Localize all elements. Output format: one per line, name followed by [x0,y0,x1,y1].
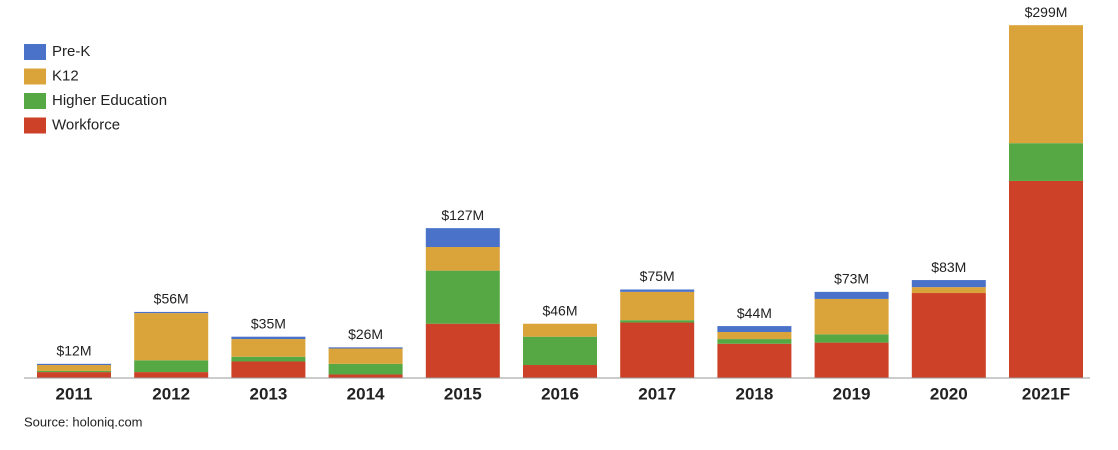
bar-segment [717,326,792,332]
legend-swatch [24,44,46,60]
bar-segment [814,334,889,343]
x-tick-label: 2019 [833,384,871,403]
bar-segment [425,247,500,271]
bar-segment [134,360,209,373]
bar-segment [911,293,986,378]
bar-segment [134,372,209,378]
x-tick-label: 2014 [347,384,385,403]
x-tick-label: 2017 [638,384,676,403]
bar-segment [328,374,403,378]
total-label: $75M [640,268,675,284]
bar-segment [37,370,111,373]
total-label: $83M [931,259,966,275]
bar-segment [134,311,209,314]
x-tick-label: 2012 [152,384,190,403]
bar-segment [814,298,889,335]
bar-segment [523,365,597,378]
bar-segment [911,280,986,288]
bar-segment [134,313,209,361]
total-label: $26M [348,326,383,342]
bar-segment [814,291,889,299]
total-label: $46M [542,302,577,318]
legend-swatch [24,68,46,85]
legend-label: K12 [52,67,79,84]
total-label: $56M [154,291,189,307]
x-tick-label: 2015 [444,384,482,403]
bar-segment [328,363,403,375]
x-tick-label: 2020 [930,384,968,403]
bar-segment [1009,180,1083,378]
bar-segment [425,270,500,324]
bar-segment [37,365,111,371]
bar-segment [1009,143,1083,181]
bar-segment [328,348,403,364]
bar-segment [523,336,597,366]
bar-segment [717,343,792,378]
bar-segment [425,323,500,378]
bar-segment [425,228,500,248]
bar-segment [1009,25,1083,144]
bar-segment [911,287,986,294]
legend-swatch [24,117,46,134]
x-tick-label: 2021F [1022,384,1070,403]
bar-segment [37,372,111,378]
bar-segment [523,323,597,337]
source: Source: holoniq.com [24,414,143,429]
bar-segment [814,342,889,378]
total-label: $73M [834,271,869,287]
total-label: $12M [56,343,91,359]
bar-segment [620,320,695,323]
bar-segment [717,331,792,340]
total-label: $35M [251,315,286,331]
bar-segment [717,339,792,344]
x-tick-label: 2018 [735,384,773,403]
total-label: $127M [441,207,484,223]
bar-segment [231,339,306,357]
legend-label: Pre-K [52,43,90,60]
bar-segment [620,289,695,292]
legend-label: Higher Education [52,92,167,109]
total-label: $299M [1025,4,1068,20]
bar-segment [620,322,695,378]
bar-segment [231,356,306,362]
bar-segment [231,361,306,378]
x-tick-label: 2011 [56,384,93,403]
bar-segment [328,347,403,349]
bar-segment [37,363,111,366]
bar-segment [620,291,695,321]
total-label: $44M [737,305,772,321]
x-tick-label: 2013 [249,384,287,403]
legend-label: Workforce [52,116,120,133]
bar-segment [231,336,306,340]
x-tick-label: 2016 [541,384,579,403]
legend-swatch [24,93,46,109]
